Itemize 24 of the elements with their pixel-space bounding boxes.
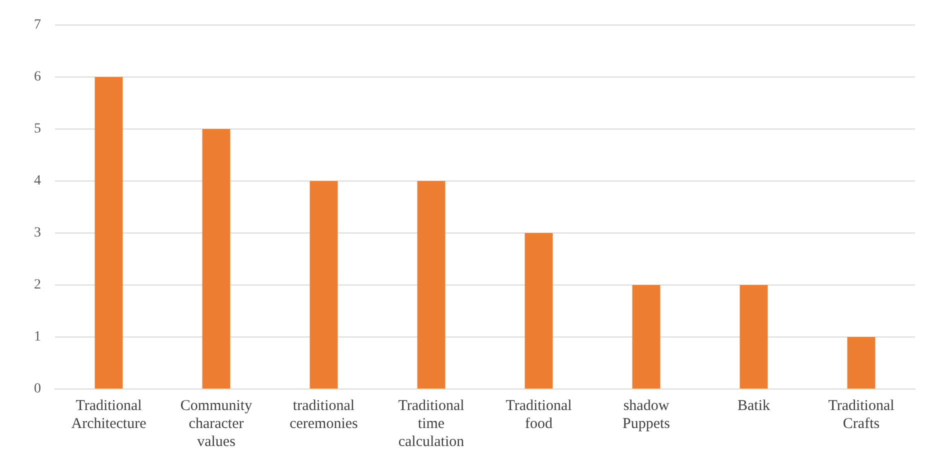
- y-tick-label: 0: [34, 382, 41, 397]
- bar: [94, 77, 123, 388]
- x-tick-label: Traditional time calculation: [398, 398, 465, 450]
- x-tick-label: traditional ceremonies: [290, 398, 358, 432]
- y-tick-label: 3: [34, 226, 41, 241]
- x-tick-label: Traditional Crafts: [828, 398, 894, 432]
- y-tick-label: 2: [34, 278, 41, 293]
- x-tick-label: Traditional Architecture: [71, 398, 147, 432]
- bar: [524, 233, 553, 388]
- y-tick-label: 6: [34, 70, 41, 85]
- y-tick-label: 1: [34, 330, 41, 345]
- y-tick-label: 7: [34, 18, 41, 33]
- bar: [417, 181, 446, 388]
- x-tick-label: Community character values: [180, 398, 253, 450]
- y-tick-label: 5: [34, 122, 41, 137]
- bar: [632, 285, 660, 388]
- bar: [740, 285, 768, 388]
- bar: [202, 129, 230, 388]
- x-tick-label: Traditional food: [506, 398, 572, 432]
- x-tick-label: Batik: [738, 398, 770, 414]
- y-tick-label: 4: [34, 174, 41, 189]
- bar: [310, 181, 338, 388]
- bar: [847, 337, 876, 388]
- x-tick-label: shadow Puppets: [622, 398, 670, 432]
